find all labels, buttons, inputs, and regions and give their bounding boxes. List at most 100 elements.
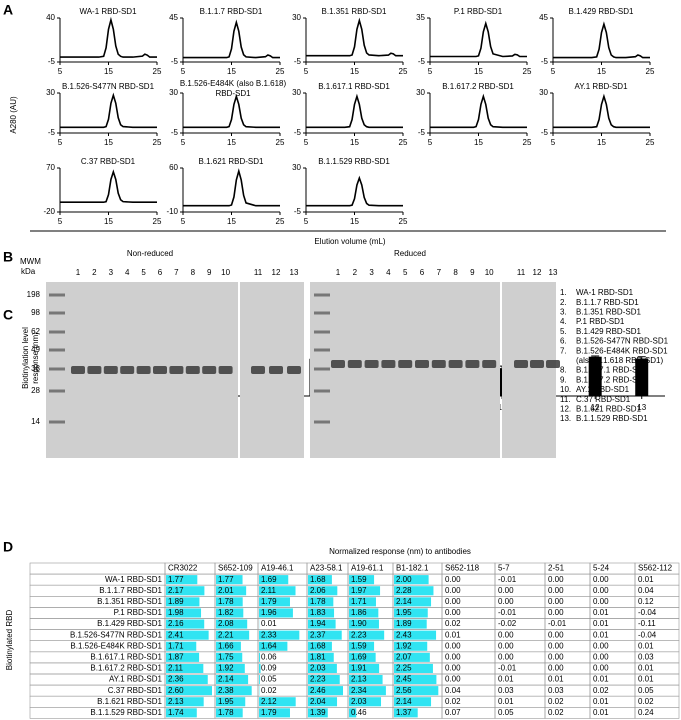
cell-value: 1.78 <box>310 597 326 606</box>
legend-name: B.1.621 RBD-SD1 <box>576 405 641 414</box>
cell-value: 2.38 <box>218 686 234 695</box>
y-tick-label: 30 <box>292 163 301 172</box>
x-tick-label: 25 <box>399 138 408 147</box>
data-bar <box>394 652 430 662</box>
x-tick-label: 13 <box>637 403 646 412</box>
cell-value: 0.01 <box>498 675 514 684</box>
cell-value: 1.79 <box>261 708 277 717</box>
x-tick-label: 15 <box>227 67 236 76</box>
lane-number: 12 <box>533 268 542 277</box>
data-bar <box>216 641 241 651</box>
marker-label: 62 <box>31 327 40 336</box>
lane-number: 4 <box>125 268 130 277</box>
cell-value: 2.34 <box>351 686 367 695</box>
y-tick-label: 30 <box>169 88 178 97</box>
row-name: B.1.1.529 RBD-SD1 <box>90 708 162 717</box>
cell-value: 0.00 <box>445 664 461 673</box>
protein-band <box>269 366 283 374</box>
cell-value: 0.02 <box>445 619 461 628</box>
gel-image <box>310 282 500 458</box>
x-tick-label: 25 <box>153 217 162 226</box>
y-tick-label: 70 <box>46 163 55 172</box>
x-tick-label: 5 <box>58 67 63 76</box>
panel-label: C <box>3 307 13 323</box>
data-bar <box>216 575 243 585</box>
lane-number: 6 <box>420 268 425 277</box>
mwm-label: MWM <box>20 257 41 266</box>
cell-value: 0.00 <box>498 630 514 639</box>
data-bar <box>259 652 261 662</box>
legend-name: B.1.526-E484K RBD-SD1 <box>576 346 668 355</box>
data-bar <box>394 708 418 718</box>
ladder-band <box>49 348 65 352</box>
cell-value: 2.03 <box>310 664 326 673</box>
cell-value: 2.28 <box>396 586 412 595</box>
row-name: AY.1 RBD-SD1 <box>109 675 163 684</box>
x-tick-label: 25 <box>523 138 532 147</box>
cell-value: 1.92 <box>218 664 234 673</box>
cell-value: 1.81 <box>310 652 326 661</box>
data-bar <box>308 708 328 718</box>
cell-value: 0.01 <box>593 630 609 639</box>
cell-value: 1.68 <box>310 575 326 584</box>
data-bar <box>259 697 296 707</box>
cell-value: 2.14 <box>218 675 234 684</box>
cell-value: 0.00 <box>548 641 564 650</box>
cell-value: -0.01 <box>498 575 517 584</box>
legend-name: B.1.1.7 RBD-SD1 <box>576 298 639 307</box>
cell-value: 0.01 <box>593 608 609 617</box>
cell-value: 0.00 <box>548 608 564 617</box>
cell-value: 2.45 <box>396 675 412 684</box>
protein-band <box>153 366 167 374</box>
x-tick-label: 5 <box>181 138 186 147</box>
chromatogram <box>430 20 527 58</box>
data-bar <box>216 586 247 596</box>
data-bar <box>349 608 379 618</box>
cell-value: 0.01 <box>638 641 654 650</box>
cell-value: 1.98 <box>168 608 184 617</box>
chromatogram <box>183 93 280 129</box>
column-header: A19-46.1 <box>261 564 294 573</box>
cell-value: 0.09 <box>261 664 277 673</box>
lane-number: 1 <box>336 268 341 277</box>
cell-value: 0.01 <box>498 697 514 706</box>
cell-value: 0.00 <box>593 652 609 661</box>
data-bar <box>216 619 248 629</box>
protein-band <box>364 360 379 368</box>
x-tick-label: 15 <box>227 217 236 226</box>
x-tick-label: 5 <box>304 67 309 76</box>
cell-value: 0.00 <box>548 597 564 606</box>
cell-value: -0.01 <box>498 608 517 617</box>
lane-number: 3 <box>109 268 114 277</box>
cell-value: 0.00 <box>548 630 564 639</box>
row-name: P.1 RBD-SD1 <box>114 608 163 617</box>
x-tick-label: 25 <box>276 217 285 226</box>
column-header: CR3022 <box>168 564 198 573</box>
ladder-band <box>49 330 65 334</box>
legend-number: 8. <box>560 366 567 375</box>
x-tick-label: 15 <box>350 138 359 147</box>
data-bar <box>216 597 243 607</box>
cell-value: 2.11 <box>261 586 277 595</box>
x-tick-label: 15 <box>474 138 483 147</box>
cell-value: 0.00 <box>498 641 514 650</box>
cell-value: 1.59 <box>351 575 367 584</box>
data-bar <box>216 675 249 685</box>
y-tick-label: -5 <box>294 128 302 137</box>
x-tick-label: 25 <box>646 138 655 147</box>
data-bar <box>166 608 202 618</box>
legend-number: 9. <box>560 375 567 384</box>
data-bar <box>308 608 335 618</box>
cell-value: 0.05 <box>261 675 277 684</box>
row-name: B.1.1.7 RBD-SD1 <box>99 586 162 595</box>
cell-value: 2.13 <box>351 675 367 684</box>
data-bar <box>216 630 250 640</box>
chromatogram <box>430 93 527 129</box>
cell-value: 2.25 <box>396 664 412 673</box>
lane-number: 6 <box>158 268 163 277</box>
row-name: B.1.617.1 RBD-SD1 <box>90 652 162 661</box>
cell-value: -0.01 <box>548 619 567 628</box>
chart-title: B.1.1.7 RBD-SD1 <box>200 7 263 16</box>
cell-value: 0.00 <box>445 652 461 661</box>
cell-value: 1.69 <box>261 575 277 584</box>
